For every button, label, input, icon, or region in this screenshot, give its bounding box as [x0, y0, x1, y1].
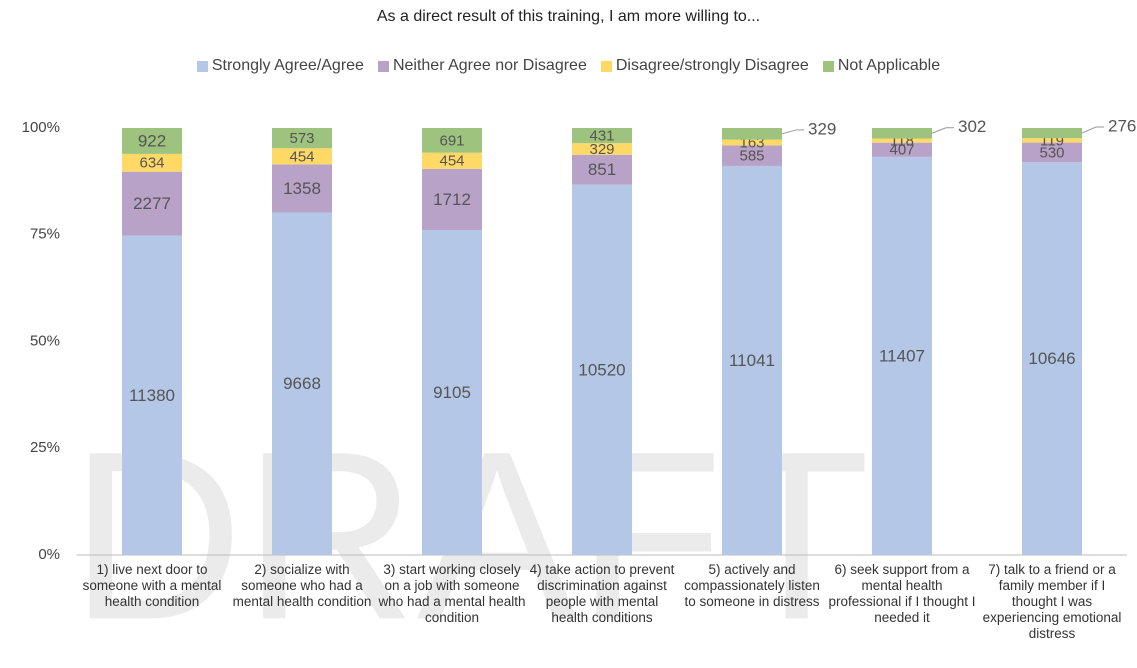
bar-segment: [572, 143, 632, 155]
y-tick-label: 50%: [30, 332, 60, 349]
data-label: 11407: [879, 346, 925, 365]
bar-segment: [722, 139, 782, 146]
x-tick-label: 4) take action to prevent discrimination…: [529, 562, 675, 625]
data-label: 851: [588, 160, 616, 179]
data-label: 530: [1039, 144, 1064, 161]
bar-segment: [572, 154, 632, 185]
y-tick-label: 0%: [38, 546, 60, 563]
data-label: 573: [289, 130, 314, 147]
bar-segment: [722, 165, 782, 555]
legend-swatch: [822, 60, 834, 72]
legend-item: Not Applicable: [822, 57, 941, 75]
bar-segment: [1022, 162, 1082, 556]
bar-segment: [1022, 138, 1082, 143]
data-label: 329: [589, 141, 614, 158]
x-tick-label: 5) actively and compassionately listen t…: [684, 562, 820, 609]
data-label: 10520: [578, 360, 625, 379]
data-label: 2277: [133, 194, 171, 213]
bar-segment: [122, 128, 182, 154]
y-tick-label: 100%: [22, 119, 60, 136]
y-tick-label: 25%: [30, 439, 60, 456]
bar-segment: [272, 212, 332, 555]
leader-line: [931, 127, 947, 134]
legend-item: Strongly Agree/Agree: [196, 57, 364, 75]
legend-swatch: [196, 60, 208, 72]
chart-title: As a direct result of this training, I a…: [376, 8, 761, 25]
legend-label: Strongly Agree/Agree: [211, 57, 364, 74]
data-label: 454: [289, 148, 314, 165]
data-label: 585: [739, 148, 764, 165]
bar-segment: [722, 145, 782, 166]
data-label: 10646: [1028, 349, 1075, 368]
leader-line: [1081, 126, 1097, 134]
data-label: 691: [439, 132, 464, 149]
bar-segment: [122, 153, 182, 172]
data-label: 329: [808, 119, 836, 138]
data-label: 1712: [433, 190, 471, 209]
bar-segment: [122, 171, 182, 236]
bar-segment: [872, 156, 932, 555]
bar-segment: [422, 168, 482, 230]
bar-segment: [272, 128, 332, 149]
bar-segment: [722, 128, 782, 140]
leader-line: [781, 129, 797, 135]
bar-segment: [572, 184, 632, 555]
bar-segment: [572, 128, 632, 144]
legend-item: Neither Agree nor Disagree: [377, 57, 587, 75]
data-label: 302: [958, 117, 986, 136]
data-label: 634: [139, 155, 164, 172]
legend: Strongly Agree/Agree Neither Agree nor Di…: [0, 57, 1137, 75]
legend-swatch: [600, 60, 612, 72]
bar-segment: [872, 138, 932, 143]
x-tick-label: 7) talk to a friend or a family member i…: [982, 562, 1122, 641]
data-label: 9105: [433, 383, 471, 402]
bar-segment: [1022, 142, 1082, 163]
data-label: 11380: [129, 386, 175, 405]
data-label: 276: [1108, 116, 1136, 135]
legend-item: Disagree/strongly Disagree: [600, 57, 809, 75]
bar-segment: [422, 229, 482, 555]
bar-segment: [422, 152, 482, 169]
bar-segment: [1022, 128, 1082, 139]
bar-segment: [872, 142, 932, 157]
data-label: 431: [589, 128, 614, 145]
legend-swatch: [377, 60, 389, 72]
bar-segment: [872, 128, 932, 139]
bar-segment: [272, 148, 332, 165]
x-tick-label: 6) seek support from a mental health pro…: [828, 562, 976, 625]
data-label: 454: [439, 153, 464, 170]
data-label: 11041: [729, 351, 775, 370]
x-tick-label: 1) live next door to someone with a ment…: [82, 562, 222, 609]
bar-segment: [122, 235, 182, 555]
legend-label: Neither Agree nor Disagree: [392, 57, 587, 74]
bar-segment: [272, 164, 332, 213]
y-tick-label: 75%: [30, 226, 60, 243]
x-tick-label: 2) socialize with someone who had a ment…: [232, 562, 372, 609]
data-label: 1358: [283, 179, 321, 198]
data-label: 9668: [283, 374, 321, 393]
data-label: 407: [889, 142, 914, 159]
bar-segment: [422, 128, 482, 153]
legend-label: Disagree/strongly Disagree: [615, 57, 809, 74]
data-label: 922: [138, 131, 166, 150]
legend-label: Not Applicable: [837, 57, 941, 74]
x-tick-label: 3) start working closely on a job with s…: [378, 562, 526, 625]
